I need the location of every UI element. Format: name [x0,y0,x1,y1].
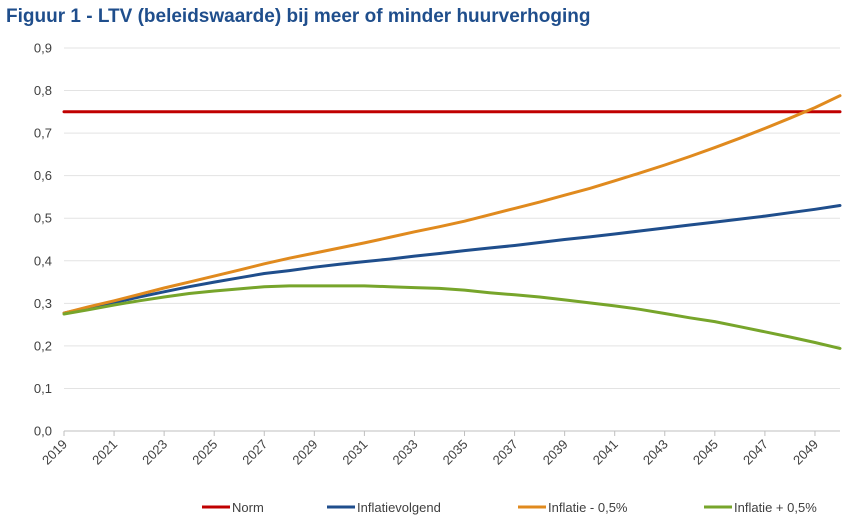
legend-label: Norm [232,500,264,515]
x-tick-label: 2021 [89,437,120,468]
series-line-inflatie-0-5 [62,284,842,350]
gridlines [64,47,840,432]
y-tick-label: 0,6 [34,168,52,183]
y-tick-label: 0,4 [34,253,52,268]
legend-label: Inflatie + 0,5% [734,500,817,515]
y-tick-label: 0,9 [34,41,52,56]
y-tick-label: 0,7 [34,126,52,141]
y-axis-ticks: 0,0 0,1 0,2 0,3 0,4 0,5 0,6 0,7 0,8 0,9 [34,41,52,439]
y-tick-label: 0,5 [34,211,52,226]
x-tick-label: 2037 [490,437,521,468]
legend-label: Inflatie - 0,5% [548,500,628,515]
x-axis-ticks: 2019 2021 2023 2025 2027 2029 2031 2033 2035 2037… [39,431,821,468]
y-tick-label: 0,0 [34,424,52,439]
x-tick-label: 2043 [640,437,671,468]
series-line-inflatie-0-5 [62,94,842,315]
legend-item-inflatie-0-5: Inflatie + 0,5% [704,500,817,515]
legend-item-inflatie-0-5: Inflatie - 0,5% [518,500,628,515]
series-lines [62,94,842,350]
legend-item-norm: Norm [202,500,264,515]
x-tick-label: 2035 [440,437,471,468]
x-tick-label: 2031 [339,437,370,468]
x-tick-label: 2049 [790,437,821,468]
y-tick-label: 0,3 [34,296,52,311]
x-tick-label: 2039 [540,437,571,468]
legend-label: Inflatievolgend [357,500,441,515]
legend: Norm Inflatievolgend Inflatie - 0,5% Inflat… [202,500,817,515]
x-tick-label: 2047 [740,437,771,468]
y-tick-label: 0,1 [34,381,52,396]
y-tick-label: 0,2 [34,338,52,353]
x-tick-label: 2027 [239,437,270,468]
x-tick-label: 2025 [189,437,220,468]
x-tick-label: 2041 [590,437,621,468]
x-tick-label: 2045 [690,437,721,468]
chart-title: Figuur 1 - LTV (beleidswaarde) bij meer … [6,6,591,27]
y-tick-label: 0,8 [34,83,52,98]
legend-item-inflatievolgend: Inflatievolgend [327,500,441,515]
x-tick-label: 2029 [289,437,320,468]
series-line-inflatievolgend [62,204,842,315]
x-tick-label: 2033 [390,437,421,468]
x-tick-label: 2019 [39,437,70,468]
x-tick-label: 2023 [139,437,170,468]
